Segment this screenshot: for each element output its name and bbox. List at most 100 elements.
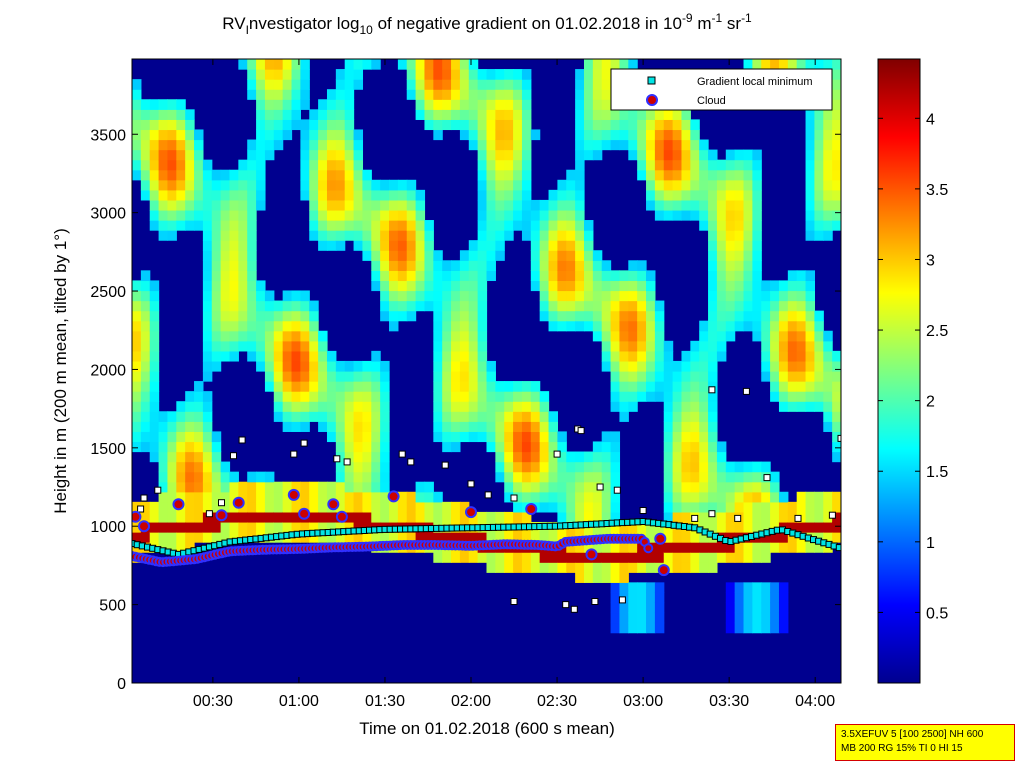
heatmap-cell: [247, 290, 257, 302]
heatmap-cell: [132, 411, 142, 422]
heatmap-cell: [149, 159, 160, 171]
heatmap-cell: [699, 159, 709, 171]
heatmap-cell: [566, 320, 576, 332]
heatmap-cell: [389, 300, 399, 312]
heatmap-cell: [681, 562, 691, 573]
heatmap-cell: [486, 149, 496, 161]
heatmap-cell: [132, 521, 142, 533]
heatmap-cell: [601, 521, 612, 533]
heatmap-cell: [415, 230, 426, 241]
heatmap-cell: [371, 59, 381, 70]
heatmap-cell: [832, 179, 841, 191]
heatmap-cell: [761, 360, 771, 372]
heatmap-cell: [344, 149, 355, 161]
heatmap-cell: [521, 179, 532, 191]
heatmap-cell: [504, 230, 514, 241]
heatmap-cell: [344, 451, 355, 463]
heatmap-cell: [619, 602, 629, 614]
heatmap-cell: [335, 371, 346, 382]
heatmap-cell: [557, 260, 567, 271]
cloud-marker: [327, 498, 340, 511]
heatmap-cell: [202, 330, 213, 342]
heatmap-cell: [291, 421, 301, 432]
heatmap-cell: [823, 360, 833, 372]
heatmap-cell: [796, 521, 807, 533]
gradient-min-marker: [238, 436, 246, 444]
heatmap-cell: [566, 199, 576, 211]
heatmap-cell: [132, 421, 142, 432]
heatmap-cell: [229, 300, 239, 312]
gradient-min-marker: [763, 474, 771, 482]
heatmap-cell: [548, 260, 558, 271]
heatmap-cell: [690, 189, 700, 201]
heatmap-cell: [681, 552, 691, 563]
heatmap-cell: [335, 391, 346, 402]
heatmap-cell: [451, 290, 461, 302]
heatmap-cell: [424, 260, 434, 271]
heatmap-cell: [167, 119, 177, 131]
heatmap-cell: [770, 59, 780, 70]
heatmap-cell: [309, 159, 319, 171]
heatmap-cell: [344, 99, 355, 110]
heatmap-cell: [415, 481, 426, 493]
heatmap-cell: [637, 371, 647, 382]
heatmap-cell: [778, 300, 789, 312]
heatmap-cell: [211, 250, 222, 261]
heatmap-cell: [823, 511, 833, 523]
heatmap-cell: [335, 199, 346, 211]
heatmap-cell: [805, 220, 816, 231]
heatmap-cell: [282, 129, 293, 141]
heatmap-cell: [389, 320, 399, 332]
heatmap-cell: [326, 511, 337, 523]
heatmap-cell: [628, 391, 638, 402]
heatmap-cell: [140, 421, 151, 432]
heatmap-cell: [238, 199, 248, 211]
heatmap-cell: [521, 139, 532, 151]
heatmap-cell: [557, 300, 567, 312]
heatmap-cell: [477, 360, 488, 372]
heatmap-cell: [610, 340, 621, 352]
heatmap-cell: [344, 129, 355, 141]
heatmap-cell: [699, 220, 709, 231]
heatmap-cell: [362, 501, 372, 513]
heatmap-cell: [601, 350, 612, 362]
heatmap-cell: [158, 139, 169, 151]
heatmap-cell: [637, 582, 647, 594]
heatmap-cell: [752, 230, 762, 241]
heatmap-cell: [211, 481, 222, 493]
heatmap-cell: [823, 230, 833, 241]
heatmap-cell: [256, 149, 266, 161]
heatmap-cell: [681, 199, 691, 211]
heatmap-cell: [167, 139, 177, 151]
heatmap-cell: [637, 129, 647, 141]
heatmap-cell: [716, 169, 727, 181]
heatmap-cell: [335, 69, 346, 80]
heatmap-cell: [716, 199, 727, 211]
heatmap-cell: [451, 99, 461, 110]
heatmap-cell: [185, 209, 195, 221]
heatmap-cell: [752, 290, 762, 302]
heatmap-cell: [442, 381, 452, 392]
heatmap-cell: [539, 240, 550, 251]
heatmap-cell: [583, 220, 594, 231]
cloud-marker: [387, 490, 400, 503]
heatmap-cell: [575, 320, 585, 332]
heatmap-cell: [752, 300, 762, 312]
heatmap-cell: [716, 280, 727, 292]
heatmap-cell: [708, 220, 718, 231]
heatmap-cell: [725, 592, 736, 604]
colorbar: 0.511.522.533.54: [877, 58, 948, 684]
heatmap-cell: [708, 250, 718, 261]
heatmap-cell: [149, 441, 160, 453]
heatmap-cell: [575, 562, 585, 573]
heatmap-cell: [539, 461, 550, 473]
heatmap-cell: [158, 431, 169, 443]
heatmap-cell: [814, 340, 824, 352]
heatmap-cell: [149, 189, 160, 201]
heatmap-cell: [424, 501, 434, 513]
heatmap-cell: [504, 199, 514, 211]
heatmap-cell: [389, 532, 399, 543]
heatmap-cell: [344, 179, 355, 191]
heatmap-cell: [495, 209, 505, 221]
heatmap-cell: [823, 381, 833, 392]
